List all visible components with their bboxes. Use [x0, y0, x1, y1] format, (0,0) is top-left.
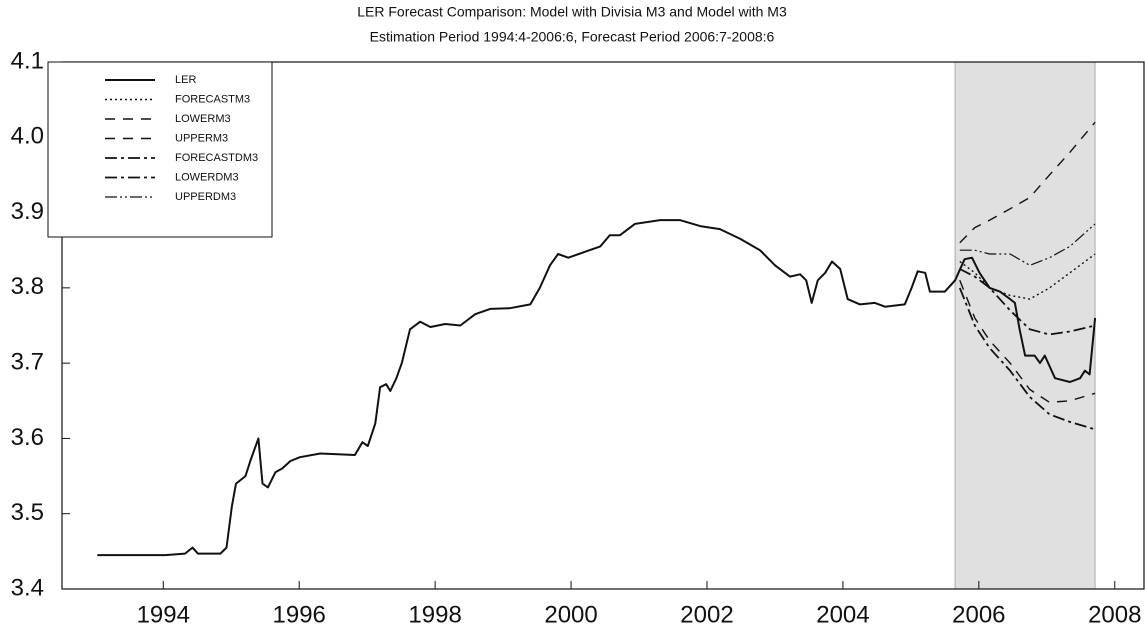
chart-title: LER Forecast Comparison: Model with Divi…: [357, 4, 787, 20]
legend-label: LOWERM3: [175, 113, 231, 125]
x-tick-label: 2000: [544, 601, 597, 628]
y-tick-label: 3.7: [11, 348, 44, 375]
x-tick-label: 1996: [273, 601, 326, 628]
legend-label: FORECASTDM3: [175, 152, 258, 164]
legend-label: UPPERM3: [175, 132, 228, 144]
legend-box: [47, 61, 273, 238]
series-line: [959, 268, 1096, 336]
chart-subtitle: Estimation Period 1994:4-2006:6, Forecas…: [370, 29, 775, 45]
y-tick-label: 4.1: [11, 47, 44, 74]
legend-label: LER: [175, 74, 196, 86]
x-tick-label: 2002: [680, 601, 733, 628]
legend-label: FORECASTM3: [175, 93, 250, 105]
x-tick-label: 2004: [816, 601, 869, 628]
y-tick-label: 3.4: [11, 574, 44, 601]
x-tick-label: 2008: [1088, 601, 1141, 628]
x-tick-label: 2006: [952, 601, 1005, 628]
series-line: [97, 219, 1097, 557]
legend-label: UPPERDM3: [175, 191, 236, 203]
y-tick-label: 4.0: [11, 123, 44, 150]
series-line: [959, 253, 1096, 300]
y-tick-label: 3.6: [11, 424, 44, 451]
plot-frame: [61, 61, 1145, 590]
y-tick-label: 3.5: [11, 499, 44, 526]
series-line: [959, 121, 1096, 244]
y-tick-label: 3.8: [11, 273, 44, 300]
series-line: [959, 280, 1096, 403]
legend-label: LOWERDM3: [175, 171, 239, 183]
x-tick-label: 1994: [137, 601, 190, 628]
x-tick-label: 1998: [408, 601, 461, 628]
y-tick-label: 3.9: [11, 198, 44, 225]
